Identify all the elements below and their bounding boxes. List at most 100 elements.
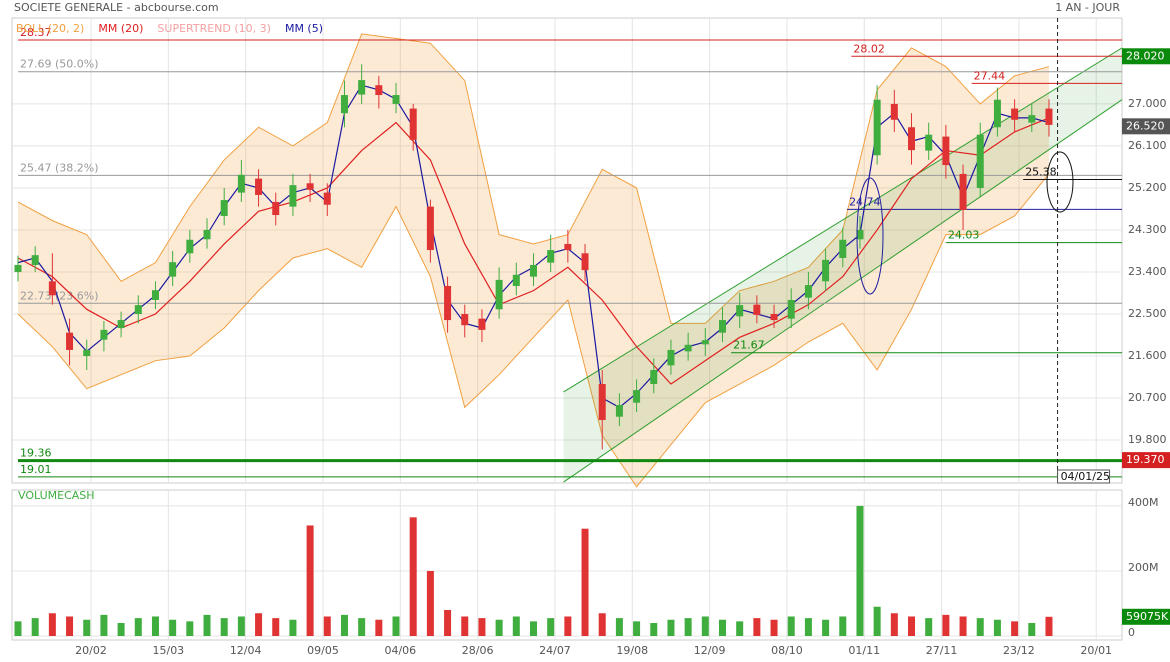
x-tick-label: 09/05 — [307, 644, 339, 657]
volume-bar — [392, 616, 400, 636]
level-label: 19.36 — [20, 447, 52, 460]
price-marker — [1122, 608, 1170, 625]
candle-body — [667, 349, 675, 366]
candle-body — [134, 305, 142, 314]
x-tick-label: 04/06 — [384, 644, 416, 657]
level-label: 27.44 — [974, 69, 1006, 82]
price-marker — [1122, 118, 1170, 135]
candle-body — [822, 259, 830, 282]
volume-bar — [1045, 616, 1053, 636]
candle-body — [426, 206, 434, 251]
y-tick-label: 20.700 — [1128, 391, 1167, 404]
volume-bar — [237, 616, 245, 636]
volume-bar — [31, 618, 39, 636]
volume-bar — [478, 618, 486, 636]
level-label: 22.73 (23.6%) — [20, 289, 99, 302]
volume-bar — [1028, 622, 1036, 636]
ellipse — [856, 177, 884, 295]
y-tick-label: 25.200 — [1128, 181, 1167, 194]
volume-bar — [770, 619, 778, 636]
candle-body — [186, 239, 194, 254]
candle-body — [547, 250, 555, 263]
volume-bar — [220, 618, 228, 636]
volume-bar — [890, 613, 898, 636]
candle-body — [31, 255, 39, 265]
volume-title: VOLUMECASH — [18, 489, 95, 502]
volume-bar — [736, 621, 744, 636]
volume-bar — [753, 618, 761, 636]
candle-body — [1028, 115, 1036, 123]
x-tick-label: 12/09 — [694, 644, 726, 657]
volume-bar — [375, 619, 383, 636]
legend-item: BOLL (20, 2) — [16, 22, 84, 35]
x-tick-label: 12/04 — [230, 644, 262, 657]
candle-body — [718, 320, 726, 333]
candle-body — [1011, 108, 1019, 120]
volume-bar — [358, 618, 366, 636]
volume-bar — [186, 621, 194, 636]
legend-item: MM (5) — [285, 22, 323, 35]
candle-body — [392, 95, 400, 104]
y-tick-label: 27.000 — [1128, 97, 1167, 110]
candle-body — [1045, 108, 1053, 125]
candle-body — [529, 264, 537, 277]
volume-bar — [633, 621, 641, 636]
candle-body — [358, 80, 366, 95]
x-tick-label: 27/11 — [926, 644, 958, 657]
candle-body — [890, 103, 898, 120]
volume-bar — [203, 614, 211, 636]
level-label: 25.47 (38.2%) — [20, 161, 99, 174]
x-tick-label: 19/08 — [616, 644, 648, 657]
volume-bar — [908, 616, 916, 636]
x-tick-label: 23/12 — [1003, 644, 1035, 657]
price-marker-label: 19.370 — [1126, 453, 1165, 466]
x-tick-label: 20/02 — [75, 644, 107, 657]
volume-bar — [151, 616, 159, 636]
candle-body — [340, 95, 348, 114]
candle-body — [564, 243, 572, 251]
candle-body — [169, 262, 177, 277]
candle-body — [684, 344, 692, 352]
volume-bar — [1011, 621, 1019, 636]
candle-body — [804, 285, 812, 298]
channel-line — [563, 47, 1123, 393]
volume-bar — [169, 619, 177, 636]
candle-body — [461, 313, 469, 326]
x-tick-label: 08/10 — [771, 644, 803, 657]
candle-body — [633, 390, 641, 403]
price-marker-label: 59075K — [1126, 610, 1169, 623]
volume-bar — [117, 622, 125, 636]
candle-body — [375, 85, 383, 96]
candle-body — [255, 178, 263, 195]
y-tick-label: 400M — [1128, 496, 1159, 509]
volume-bar — [873, 606, 881, 636]
y-tick-label: 26.100 — [1128, 139, 1167, 152]
candle-body — [203, 229, 211, 240]
legend-item: MM (20) — [98, 22, 143, 35]
level-label: 19.01 — [20, 463, 52, 476]
candle-body — [220, 200, 228, 216]
y-tick-label: 200M — [1128, 561, 1159, 574]
candle-body — [650, 370, 658, 385]
volume-bar — [255, 613, 263, 636]
candle-body — [409, 108, 417, 140]
y-tick-label: 0 — [1128, 626, 1135, 639]
bollinger-lower — [17, 173, 1050, 488]
x-tick-label: 28/06 — [462, 644, 494, 657]
volume-bar — [564, 616, 572, 636]
level-label: 27.69 (50.0%) — [20, 58, 99, 71]
volume-bar — [942, 614, 950, 636]
candle-body — [66, 332, 74, 350]
candle-body — [444, 285, 452, 321]
legend-item: SUPERTREND (10, 3) — [157, 22, 271, 35]
volume-bar — [409, 517, 417, 636]
volume-bar — [512, 616, 520, 636]
volume-bar — [100, 614, 108, 636]
volume-bar — [822, 619, 830, 636]
volume-bar — [615, 618, 623, 636]
cursor-label: 04/01/25 — [1061, 470, 1110, 483]
channel-line — [563, 99, 1123, 483]
y-tick-label: 24.300 — [1128, 223, 1167, 236]
candle-body — [770, 313, 778, 321]
